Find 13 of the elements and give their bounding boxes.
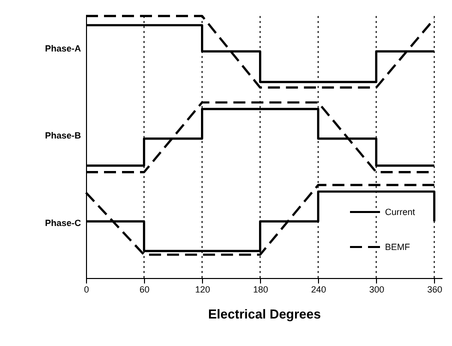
- x-tick-label: 360: [427, 284, 442, 294]
- x-tick-label: 0: [84, 284, 90, 294]
- x-tick-label: 120: [195, 284, 210, 294]
- legend-label: BEMF: [385, 242, 411, 252]
- x-tick-label: 180: [253, 284, 268, 294]
- x-tick-label: 300: [369, 284, 384, 294]
- text: Phase-A: [44, 43, 82, 54]
- text: Phase-B: [44, 130, 82, 141]
- x-tick-label: 240: [311, 284, 326, 294]
- legend-label: Current: [385, 207, 416, 217]
- x-tick-label: 60: [140, 284, 150, 294]
- x-axis-title: Electrical Degrees: [208, 306, 321, 322]
- text: Phase-C: [44, 218, 82, 228]
